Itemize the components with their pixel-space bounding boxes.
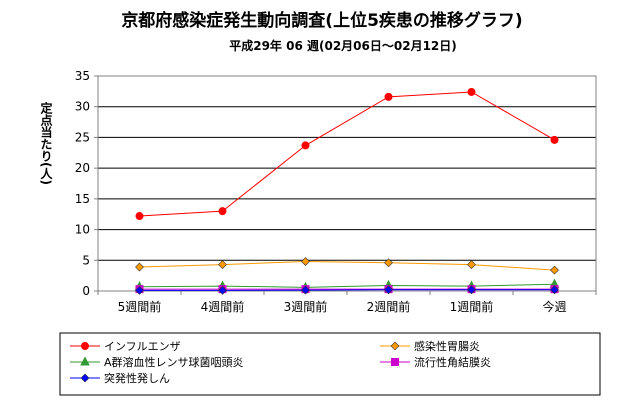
data-point — [301, 285, 310, 295]
data-point — [218, 285, 227, 295]
chart-subtitle: 平成29年 06 週(02月06日～02月12日) — [229, 38, 457, 53]
legend-box — [59, 332, 601, 396]
data-point — [384, 258, 393, 268]
data-point — [467, 260, 476, 270]
x-tick-label: 今週 — [542, 299, 566, 314]
legend-swatch-marker — [81, 342, 89, 350]
legend-swatch-marker — [390, 341, 400, 351]
legend-swatch-marker — [391, 358, 399, 366]
x-tick-label: 3週間前 — [284, 299, 328, 314]
series-5 — [135, 285, 559, 295]
series-1 — [135, 87, 559, 221]
data-point — [550, 285, 559, 295]
y-tick-label: 0 — [82, 284, 90, 298]
data-point — [135, 262, 144, 272]
data-point — [301, 141, 310, 150]
data-point — [135, 285, 144, 295]
legend-label: A群溶血性レンサ球菌咽頭炎 — [104, 355, 244, 369]
legend-label: インフルエンザ — [104, 340, 181, 353]
chart-title: 京都府感染症発生動向調査(上位5疾患の推移グラフ) — [121, 10, 522, 31]
series-line — [139, 289, 555, 291]
y-tick-label: 20 — [75, 161, 90, 175]
data-point — [467, 87, 476, 96]
y-tick-label: 35 — [75, 69, 90, 83]
x-tick-label: 2週間前 — [367, 299, 411, 314]
data-point — [218, 260, 227, 270]
x-tick-label: 1週間前 — [450, 299, 494, 314]
legend-item: インフルエンザ — [70, 340, 181, 353]
y-tick-label: 25 — [75, 130, 90, 144]
series-line — [139, 261, 555, 271]
legend-item: 突発性発しん — [70, 371, 170, 385]
legend-label: 突発性発しん — [104, 371, 170, 385]
y-tick-label: 10 — [75, 223, 90, 237]
y-axis-label: 定点当たり(人) — [39, 101, 53, 185]
series-line — [139, 91, 555, 217]
data-point — [384, 92, 393, 101]
data-point — [384, 285, 393, 295]
legend-item: 感染性胃腸炎 — [380, 339, 480, 353]
series-line — [139, 283, 555, 288]
legend-swatch-marker — [80, 356, 90, 366]
y-tick-labels: 0 5 10 15 20 25 30 35 — [75, 69, 90, 298]
y-tick-label: 30 — [75, 100, 90, 114]
x-tick-label: 5週間前 — [118, 299, 162, 314]
legend-label: 感染性胃腸炎 — [414, 339, 480, 353]
y-tick-label: 5 — [82, 253, 90, 267]
legend-item: 流行性角結膜炎 — [380, 355, 491, 369]
data-point — [218, 207, 227, 216]
series-2 — [135, 257, 559, 275]
data-point — [467, 285, 476, 295]
data-point — [301, 257, 310, 266]
x-tick-labels: 5週間前 4週間前 3週間前 2週間前 1週間前 今週 — [97, 291, 597, 314]
data-point — [550, 265, 559, 275]
data-point — [135, 212, 144, 221]
grid-lines — [94, 75, 596, 292]
x-tick-label: 4週間前 — [201, 299, 245, 314]
plot-area-border — [97, 75, 597, 292]
legend-swatch-marker — [80, 373, 90, 383]
legend-item: A群溶血性レンサ球菌咽頭炎 — [70, 355, 244, 369]
data-point — [550, 135, 559, 144]
y-tick-label: 15 — [75, 192, 90, 206]
series-group — [134, 87, 560, 295]
legend-label: 流行性角結膜炎 — [414, 355, 491, 369]
